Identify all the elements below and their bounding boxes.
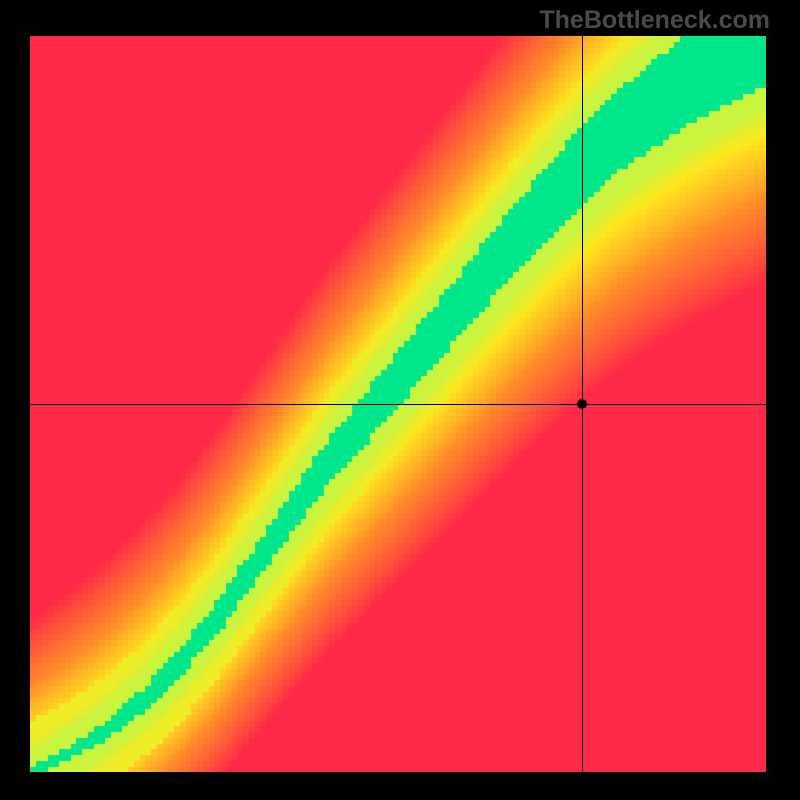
crosshair-dot [577,399,587,409]
crosshair-horizontal [30,404,766,405]
watermark-text: TheBottleneck.com [539,6,770,35]
